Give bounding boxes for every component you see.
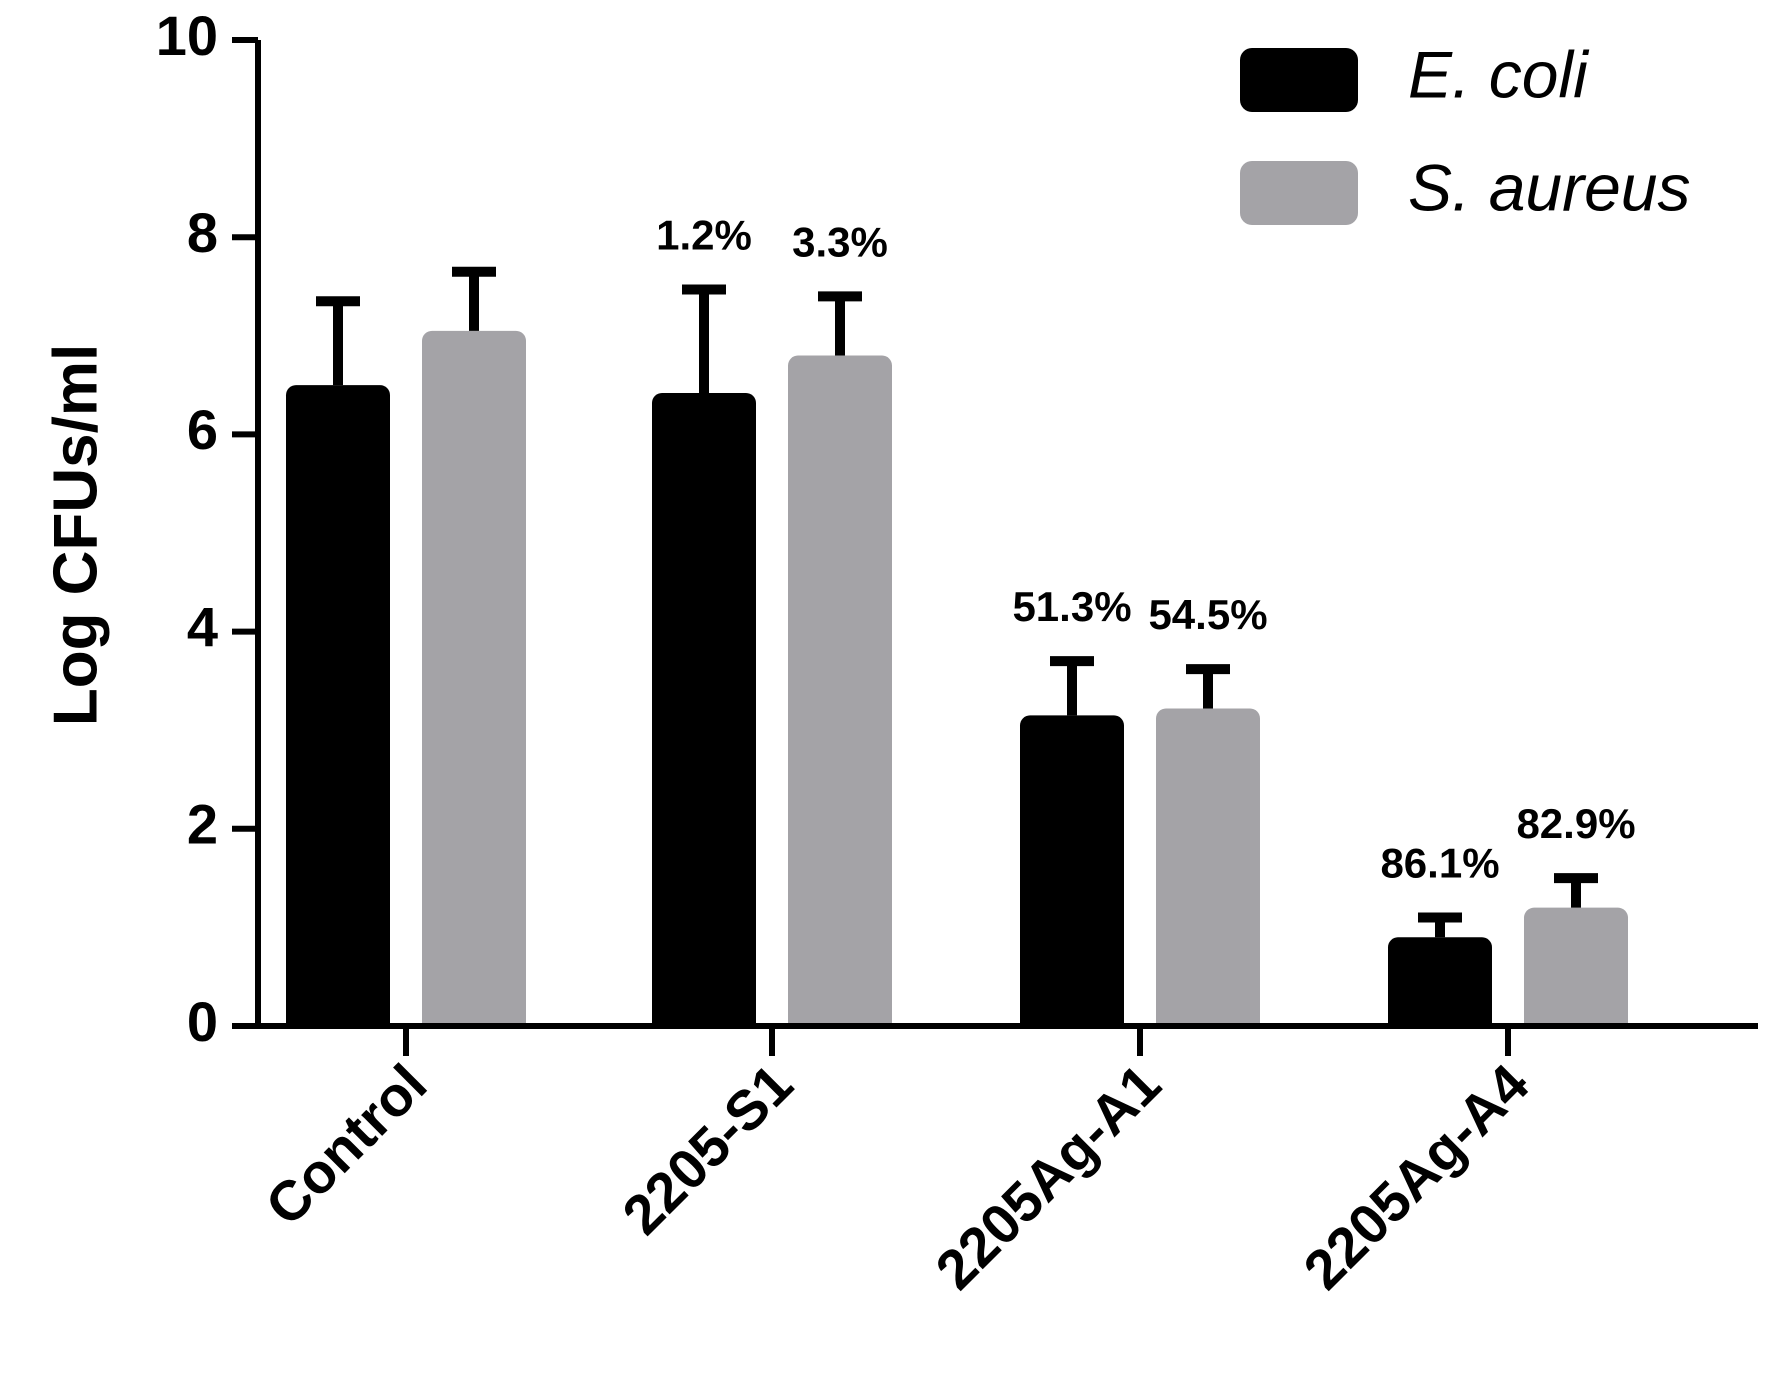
- legend-swatch: [1240, 161, 1358, 225]
- percent-labels: 1.2% 3.3% 51.3% 54.5% 86.1% 82.9%: [656, 211, 1635, 886]
- bars: [286, 330, 1628, 1027]
- y-axis-ticks: 0 2 4 6 8 10: [156, 4, 258, 1053]
- bar-ecoli-0: [286, 385, 390, 1027]
- percent-label: 54.5%: [1148, 591, 1267, 638]
- y-tick-label: 6: [187, 398, 218, 461]
- bar-ecoli-3: [1388, 937, 1492, 1026]
- error-bar: [1418, 912, 1462, 938]
- bar-base: [788, 1012, 892, 1026]
- y-tick-label: 4: [187, 595, 218, 658]
- bar-saureus-1: [788, 355, 892, 1026]
- bar-base: [1388, 1012, 1492, 1026]
- bar-base: [652, 1012, 756, 1026]
- percent-label: 3.3%: [792, 218, 888, 265]
- legend: E. coli S. aureus: [1240, 37, 1691, 225]
- legend-swatch: [1240, 48, 1358, 112]
- bar-base: [286, 1012, 390, 1026]
- bar-saureus-2: [1156, 708, 1260, 1026]
- category-label: 2205-S1: [610, 1052, 804, 1246]
- category-labels: Control 2205-S1 2205Ag-A1 2205Ag-A4: [253, 1052, 1540, 1301]
- bar-base: [1524, 1012, 1628, 1026]
- percent-label: 1.2%: [656, 211, 752, 258]
- bar-base: [1156, 1012, 1260, 1026]
- y-tick-label: 0: [187, 990, 218, 1053]
- y-tick-label: 2: [187, 793, 218, 856]
- bar-ecoli-2: [1020, 715, 1124, 1026]
- axes: [255, 40, 1758, 1029]
- category-label: Control: [253, 1052, 438, 1237]
- bar-saureus-0: [422, 330, 526, 1026]
- legend-label: S. aureus: [1408, 150, 1691, 224]
- x-axis-ticks: [403, 1026, 1511, 1056]
- error-bars: [316, 266, 1598, 938]
- percent-label: 86.1%: [1380, 840, 1499, 887]
- error-bar: [682, 284, 726, 393]
- bar-ecoli-1: [652, 392, 756, 1026]
- error-bar: [1186, 664, 1230, 709]
- y-axis-title: Log CFUs/ml: [41, 344, 110, 726]
- percent-label: 51.3%: [1012, 583, 1131, 630]
- category-label: 2205Ag-A4: [1291, 1052, 1540, 1301]
- error-bar: [1554, 873, 1598, 908]
- legend-label: E. coli: [1408, 37, 1590, 111]
- category-label: 2205Ag-A1: [923, 1052, 1172, 1301]
- y-tick-label: 10: [156, 4, 218, 67]
- error-bar: [316, 296, 360, 386]
- y-tick-label: 8: [187, 201, 218, 264]
- bar-base: [1020, 1012, 1124, 1026]
- percent-label: 82.9%: [1516, 800, 1635, 847]
- bar-base: [422, 1012, 526, 1026]
- error-bar: [452, 266, 496, 331]
- error-bar: [818, 291, 862, 356]
- error-bar: [1050, 656, 1094, 716]
- y-axis-title-group: Log CFUs/ml: [41, 344, 110, 726]
- bar-saureus-3: [1524, 907, 1628, 1026]
